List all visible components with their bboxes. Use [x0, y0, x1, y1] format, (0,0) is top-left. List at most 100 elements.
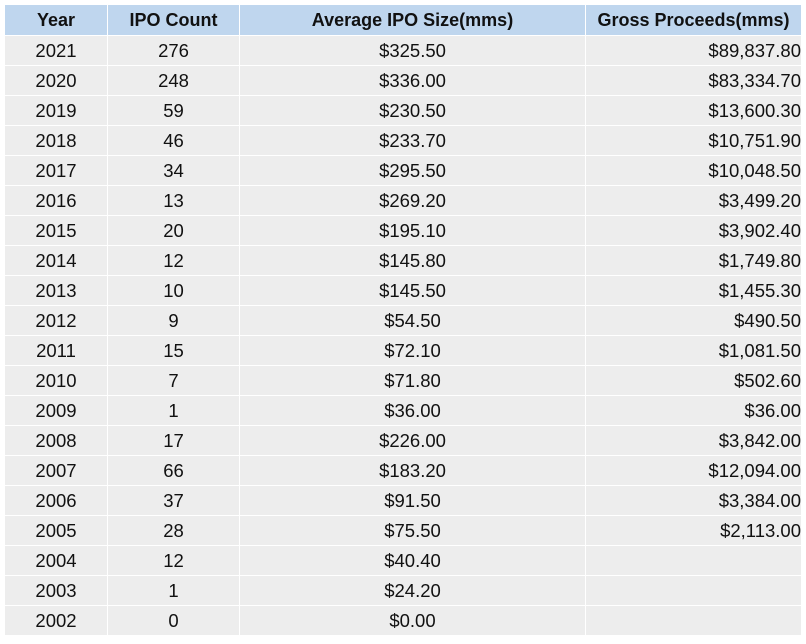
cell-gross-proceeds[interactable]: $3,902.40	[585, 215, 802, 246]
cell-year[interactable]: 2015	[4, 215, 108, 246]
table-row: 2008 17 $226.00 $3,842.00	[4, 425, 802, 456]
table-row: 2021 276 $325.50 $89,837.80	[4, 35, 802, 66]
cell-ipo-count[interactable]: 13	[107, 185, 240, 216]
cell-gross-proceeds[interactable]: $36.00	[585, 395, 802, 426]
table-row: 2019 59 $230.50 $13,600.30	[4, 95, 802, 126]
cell-ipo-count[interactable]: 15	[107, 335, 240, 366]
cell-gross-proceeds[interactable]: $1,081.50	[585, 335, 802, 366]
cell-gross-proceeds[interactable]: $89,837.80	[585, 35, 802, 66]
cell-year[interactable]: 2010	[4, 365, 108, 396]
cell-average-ipo-size[interactable]: $295.50	[239, 155, 586, 186]
cell-year[interactable]: 2021	[4, 35, 108, 66]
table-row: 2004 12 $40.40	[4, 545, 802, 576]
cell-ipo-count[interactable]: 1	[107, 575, 240, 606]
cell-average-ipo-size[interactable]: $195.10	[239, 215, 586, 246]
cell-gross-proceeds[interactable]: $1,455.30	[585, 275, 802, 306]
cell-year[interactable]: 2020	[4, 65, 108, 96]
cell-year[interactable]: 2006	[4, 485, 108, 516]
cell-year[interactable]: 2002	[4, 605, 108, 636]
cell-gross-proceeds[interactable]	[585, 605, 802, 636]
cell-year[interactable]: 2007	[4, 455, 108, 486]
cell-gross-proceeds[interactable]: $2,113.00	[585, 515, 802, 546]
cell-year[interactable]: 2004	[4, 545, 108, 576]
cell-gross-proceeds[interactable]: $10,048.50	[585, 155, 802, 186]
cell-ipo-count[interactable]: 10	[107, 275, 240, 306]
cell-average-ipo-size[interactable]: $145.80	[239, 245, 586, 276]
cell-year[interactable]: 2005	[4, 515, 108, 546]
header-gross-proceeds[interactable]: Gross Proceeds(mms)	[585, 4, 802, 36]
cell-average-ipo-size[interactable]: $336.00	[239, 65, 586, 96]
cell-gross-proceeds[interactable]: $10,751.90	[585, 125, 802, 156]
header-ipo-count[interactable]: IPO Count	[107, 4, 240, 36]
table-row: 2015 20 $195.10 $3,902.40	[4, 215, 802, 246]
cell-gross-proceeds[interactable]: $3,384.00	[585, 485, 802, 516]
header-year[interactable]: Year	[4, 4, 108, 36]
cell-average-ipo-size[interactable]: $0.00	[239, 605, 586, 636]
cell-average-ipo-size[interactable]: $230.50	[239, 95, 586, 126]
cell-year[interactable]: 2011	[4, 335, 108, 366]
cell-year[interactable]: 2003	[4, 575, 108, 606]
cell-year[interactable]: 2019	[4, 95, 108, 126]
table-row: 2011 15 $72.10 $1,081.50	[4, 335, 802, 366]
cell-ipo-count[interactable]: 0	[107, 605, 240, 636]
cell-average-ipo-size[interactable]: $226.00	[239, 425, 586, 456]
cell-average-ipo-size[interactable]: $71.80	[239, 365, 586, 396]
cell-gross-proceeds[interactable]: $1,749.80	[585, 245, 802, 276]
cell-ipo-count[interactable]: 66	[107, 455, 240, 486]
cell-gross-proceeds[interactable]: $3,499.20	[585, 185, 802, 216]
cell-gross-proceeds[interactable]: $3,842.00	[585, 425, 802, 456]
cell-ipo-count[interactable]: 46	[107, 125, 240, 156]
cell-average-ipo-size[interactable]: $325.50	[239, 35, 586, 66]
table-row: 2006 37 $91.50 $3,384.00	[4, 485, 802, 516]
cell-gross-proceeds[interactable]: $83,334.70	[585, 65, 802, 96]
cell-year[interactable]: 2018	[4, 125, 108, 156]
cell-ipo-count[interactable]: 12	[107, 245, 240, 276]
cell-year[interactable]: 2013	[4, 275, 108, 306]
cell-average-ipo-size[interactable]: $91.50	[239, 485, 586, 516]
cell-gross-proceeds[interactable]: $12,094.00	[585, 455, 802, 486]
table-row: 2013 10 $145.50 $1,455.30	[4, 275, 802, 306]
cell-average-ipo-size[interactable]: $40.40	[239, 545, 586, 576]
cell-average-ipo-size[interactable]: $54.50	[239, 305, 586, 336]
cell-year[interactable]: 2016	[4, 185, 108, 216]
cell-ipo-count[interactable]: 276	[107, 35, 240, 66]
cell-ipo-count[interactable]: 28	[107, 515, 240, 546]
cell-ipo-count[interactable]: 59	[107, 95, 240, 126]
cell-year[interactable]: 2008	[4, 425, 108, 456]
cell-ipo-count[interactable]: 12	[107, 545, 240, 576]
cell-year[interactable]: 2012	[4, 305, 108, 336]
cell-gross-proceeds[interactable]: $490.50	[585, 305, 802, 336]
cell-average-ipo-size[interactable]: $183.20	[239, 455, 586, 486]
cell-year[interactable]: 2017	[4, 155, 108, 186]
table-row: 2010 7 $71.80 $502.60	[4, 365, 802, 396]
table-row: 2003 1 $24.20	[4, 575, 802, 606]
cell-gross-proceeds[interactable]: $13,600.30	[585, 95, 802, 126]
cell-ipo-count[interactable]: 1	[107, 395, 240, 426]
table-row: 2002 0 $0.00	[4, 605, 802, 636]
cell-year[interactable]: 2009	[4, 395, 108, 426]
cell-average-ipo-size[interactable]: $72.10	[239, 335, 586, 366]
cell-gross-proceeds[interactable]	[585, 575, 802, 606]
cell-average-ipo-size[interactable]: $145.50	[239, 275, 586, 306]
cell-ipo-count[interactable]: 9	[107, 305, 240, 336]
cell-ipo-count[interactable]: 7	[107, 365, 240, 396]
cell-ipo-count[interactable]: 20	[107, 215, 240, 246]
cell-ipo-count[interactable]: 37	[107, 485, 240, 516]
cell-ipo-count[interactable]: 248	[107, 65, 240, 96]
cell-average-ipo-size[interactable]: $75.50	[239, 515, 586, 546]
cell-average-ipo-size[interactable]: $269.20	[239, 185, 586, 216]
cell-average-ipo-size[interactable]: $233.70	[239, 125, 586, 156]
table-row: 2017 34 $295.50 $10,048.50	[4, 155, 802, 186]
cell-average-ipo-size[interactable]: $36.00	[239, 395, 586, 426]
cell-year[interactable]: 2014	[4, 245, 108, 276]
table-row: 2014 12 $145.80 $1,749.80	[4, 245, 802, 276]
cell-average-ipo-size[interactable]: $24.20	[239, 575, 586, 606]
cell-gross-proceeds[interactable]	[585, 545, 802, 576]
table-row: 2009 1 $36.00 $36.00	[4, 395, 802, 426]
cell-ipo-count[interactable]: 17	[107, 425, 240, 456]
table-row: 2005 28 $75.50 $2,113.00	[4, 515, 802, 546]
cell-ipo-count[interactable]: 34	[107, 155, 240, 186]
cell-gross-proceeds[interactable]: $502.60	[585, 365, 802, 396]
header-average-ipo-size[interactable]: Average IPO Size(mms)	[239, 4, 586, 36]
